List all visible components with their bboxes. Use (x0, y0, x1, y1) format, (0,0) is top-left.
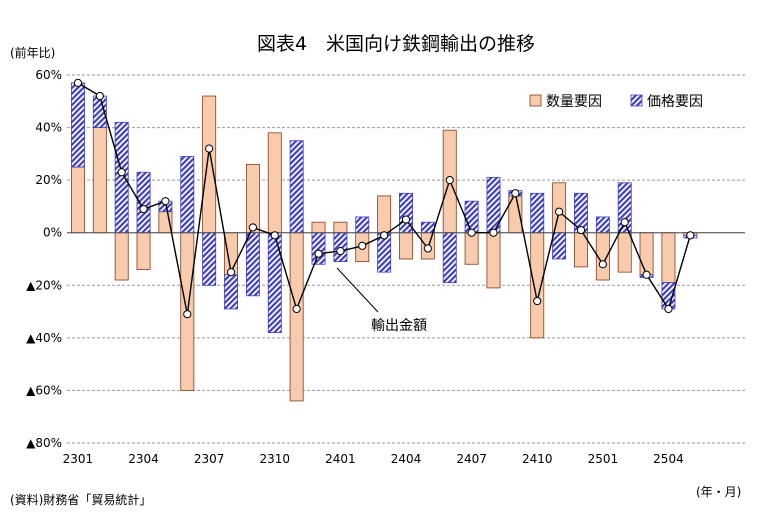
quantity-bar (289, 232, 304, 402)
x-axis-label: (年・月) (696, 485, 741, 499)
quantity-bar (136, 232, 151, 270)
export-value-point (576, 225, 586, 235)
price-bar (355, 216, 370, 234)
export-value-point (205, 144, 214, 153)
y-tick-label: 60% (35, 68, 62, 82)
export-value-point (380, 231, 389, 240)
export-value-point (292, 304, 301, 314)
quantity-bar (311, 221, 326, 234)
quantity-bar (92, 127, 107, 234)
export-value-point (642, 270, 651, 279)
x-tick-label: 2401 (325, 452, 356, 466)
export-value-point (445, 176, 454, 185)
bars (70, 82, 698, 402)
quantity-bar (202, 95, 217, 234)
x-tick-label: 2301 (63, 452, 94, 466)
y-tick-label: ▲20% (26, 278, 62, 292)
x-tick-labels: 2301 2304 2307 2310 2401 2404 2407 2410 2501 2504 (63, 452, 684, 466)
export-value-point (270, 231, 279, 240)
annotation-label: 輸出金額 (371, 318, 427, 334)
quantity-bar (245, 163, 260, 234)
export-value-point (533, 296, 542, 306)
quantity-bar (333, 221, 348, 234)
price-bar (267, 232, 282, 333)
export-value-point (598, 260, 607, 269)
price-bar (289, 140, 304, 234)
quantity-bar (617, 232, 632, 273)
export-value-point (73, 78, 83, 87)
export-value-point (554, 207, 564, 216)
export-value-point (183, 310, 192, 319)
price-bar (530, 192, 545, 234)
legend: 数量要因 価格要因 (529, 94, 703, 110)
x-tick-label: 2407 (456, 452, 487, 466)
export-value-point (664, 304, 673, 314)
export-value-point (423, 244, 432, 253)
quantity-bar (114, 232, 129, 281)
x-tick-label: 2410 (522, 452, 553, 466)
export-value-point (117, 168, 126, 177)
export-value-point (248, 223, 258, 232)
source-note: (資料)財務省「貿易統計」 (10, 492, 151, 507)
y-tick-label: ▲80% (26, 436, 62, 450)
quantity-bar (399, 232, 413, 260)
price-bar (202, 232, 217, 286)
quantity-bar (486, 232, 501, 289)
export-value-line (73, 78, 695, 319)
price-bar (420, 221, 435, 234)
export-value-point (314, 249, 323, 258)
price-bar (311, 232, 326, 265)
export-value-point (467, 228, 476, 237)
annotation-leader-line (336, 267, 379, 313)
export-value-point (358, 241, 367, 250)
legend-label-price: 価格要因 (647, 94, 703, 110)
y-tick-labels: 60% 40% 20% 0% ▲20% ▲40% ▲60% ▲80% (26, 68, 62, 450)
x-tick-label: 2304 (128, 452, 159, 466)
quantity-bar (267, 132, 282, 234)
price-bar (180, 156, 195, 234)
export-value-point (95, 91, 104, 101)
x-tick-label: 2310 (260, 452, 291, 466)
price-bar (464, 200, 479, 234)
export-value-point (511, 189, 520, 198)
y-tick-label: 20% (35, 173, 62, 187)
x-tick-label: 2501 (588, 452, 619, 466)
quantity-bar (661, 232, 676, 284)
price-bar (224, 274, 238, 310)
x-tick-label: 2307 (194, 452, 225, 466)
y-axis-label: (前年比) (10, 45, 55, 60)
price-bar (245, 232, 260, 297)
legend-swatch-price (630, 94, 643, 107)
y-tick-label: 40% (35, 121, 62, 135)
y-tick-label: ▲40% (26, 331, 62, 345)
quantity-bar (70, 166, 85, 234)
chart-title: 図表4 米国向け鉄鋼輸出の推移 (257, 33, 535, 55)
legend-swatch-quantity (529, 94, 542, 107)
export-value-point (336, 247, 345, 256)
y-tick-label: ▲60% (26, 383, 62, 397)
price-bar (442, 232, 457, 284)
export-value-point (401, 215, 411, 224)
export-value-point (139, 204, 148, 214)
legend-label-quantity: 数量要因 (546, 94, 602, 110)
x-tick-label: 2404 (391, 452, 422, 466)
x-tick-label: 2504 (653, 452, 684, 466)
export-value-point (161, 197, 170, 206)
quantity-bar (530, 232, 545, 339)
quantity-bar (377, 195, 392, 234)
export-value-point (489, 228, 498, 237)
price-bar (595, 216, 610, 234)
export-value-point (686, 231, 695, 240)
export-value-point (620, 218, 629, 227)
price-bar (114, 121, 129, 234)
price-bar (70, 82, 85, 168)
quantity-bar (464, 232, 479, 265)
export-value-point (226, 268, 236, 277)
quantity-bar (639, 232, 654, 276)
y-tick-label: 0% (43, 226, 62, 240)
price-bar (552, 232, 567, 260)
